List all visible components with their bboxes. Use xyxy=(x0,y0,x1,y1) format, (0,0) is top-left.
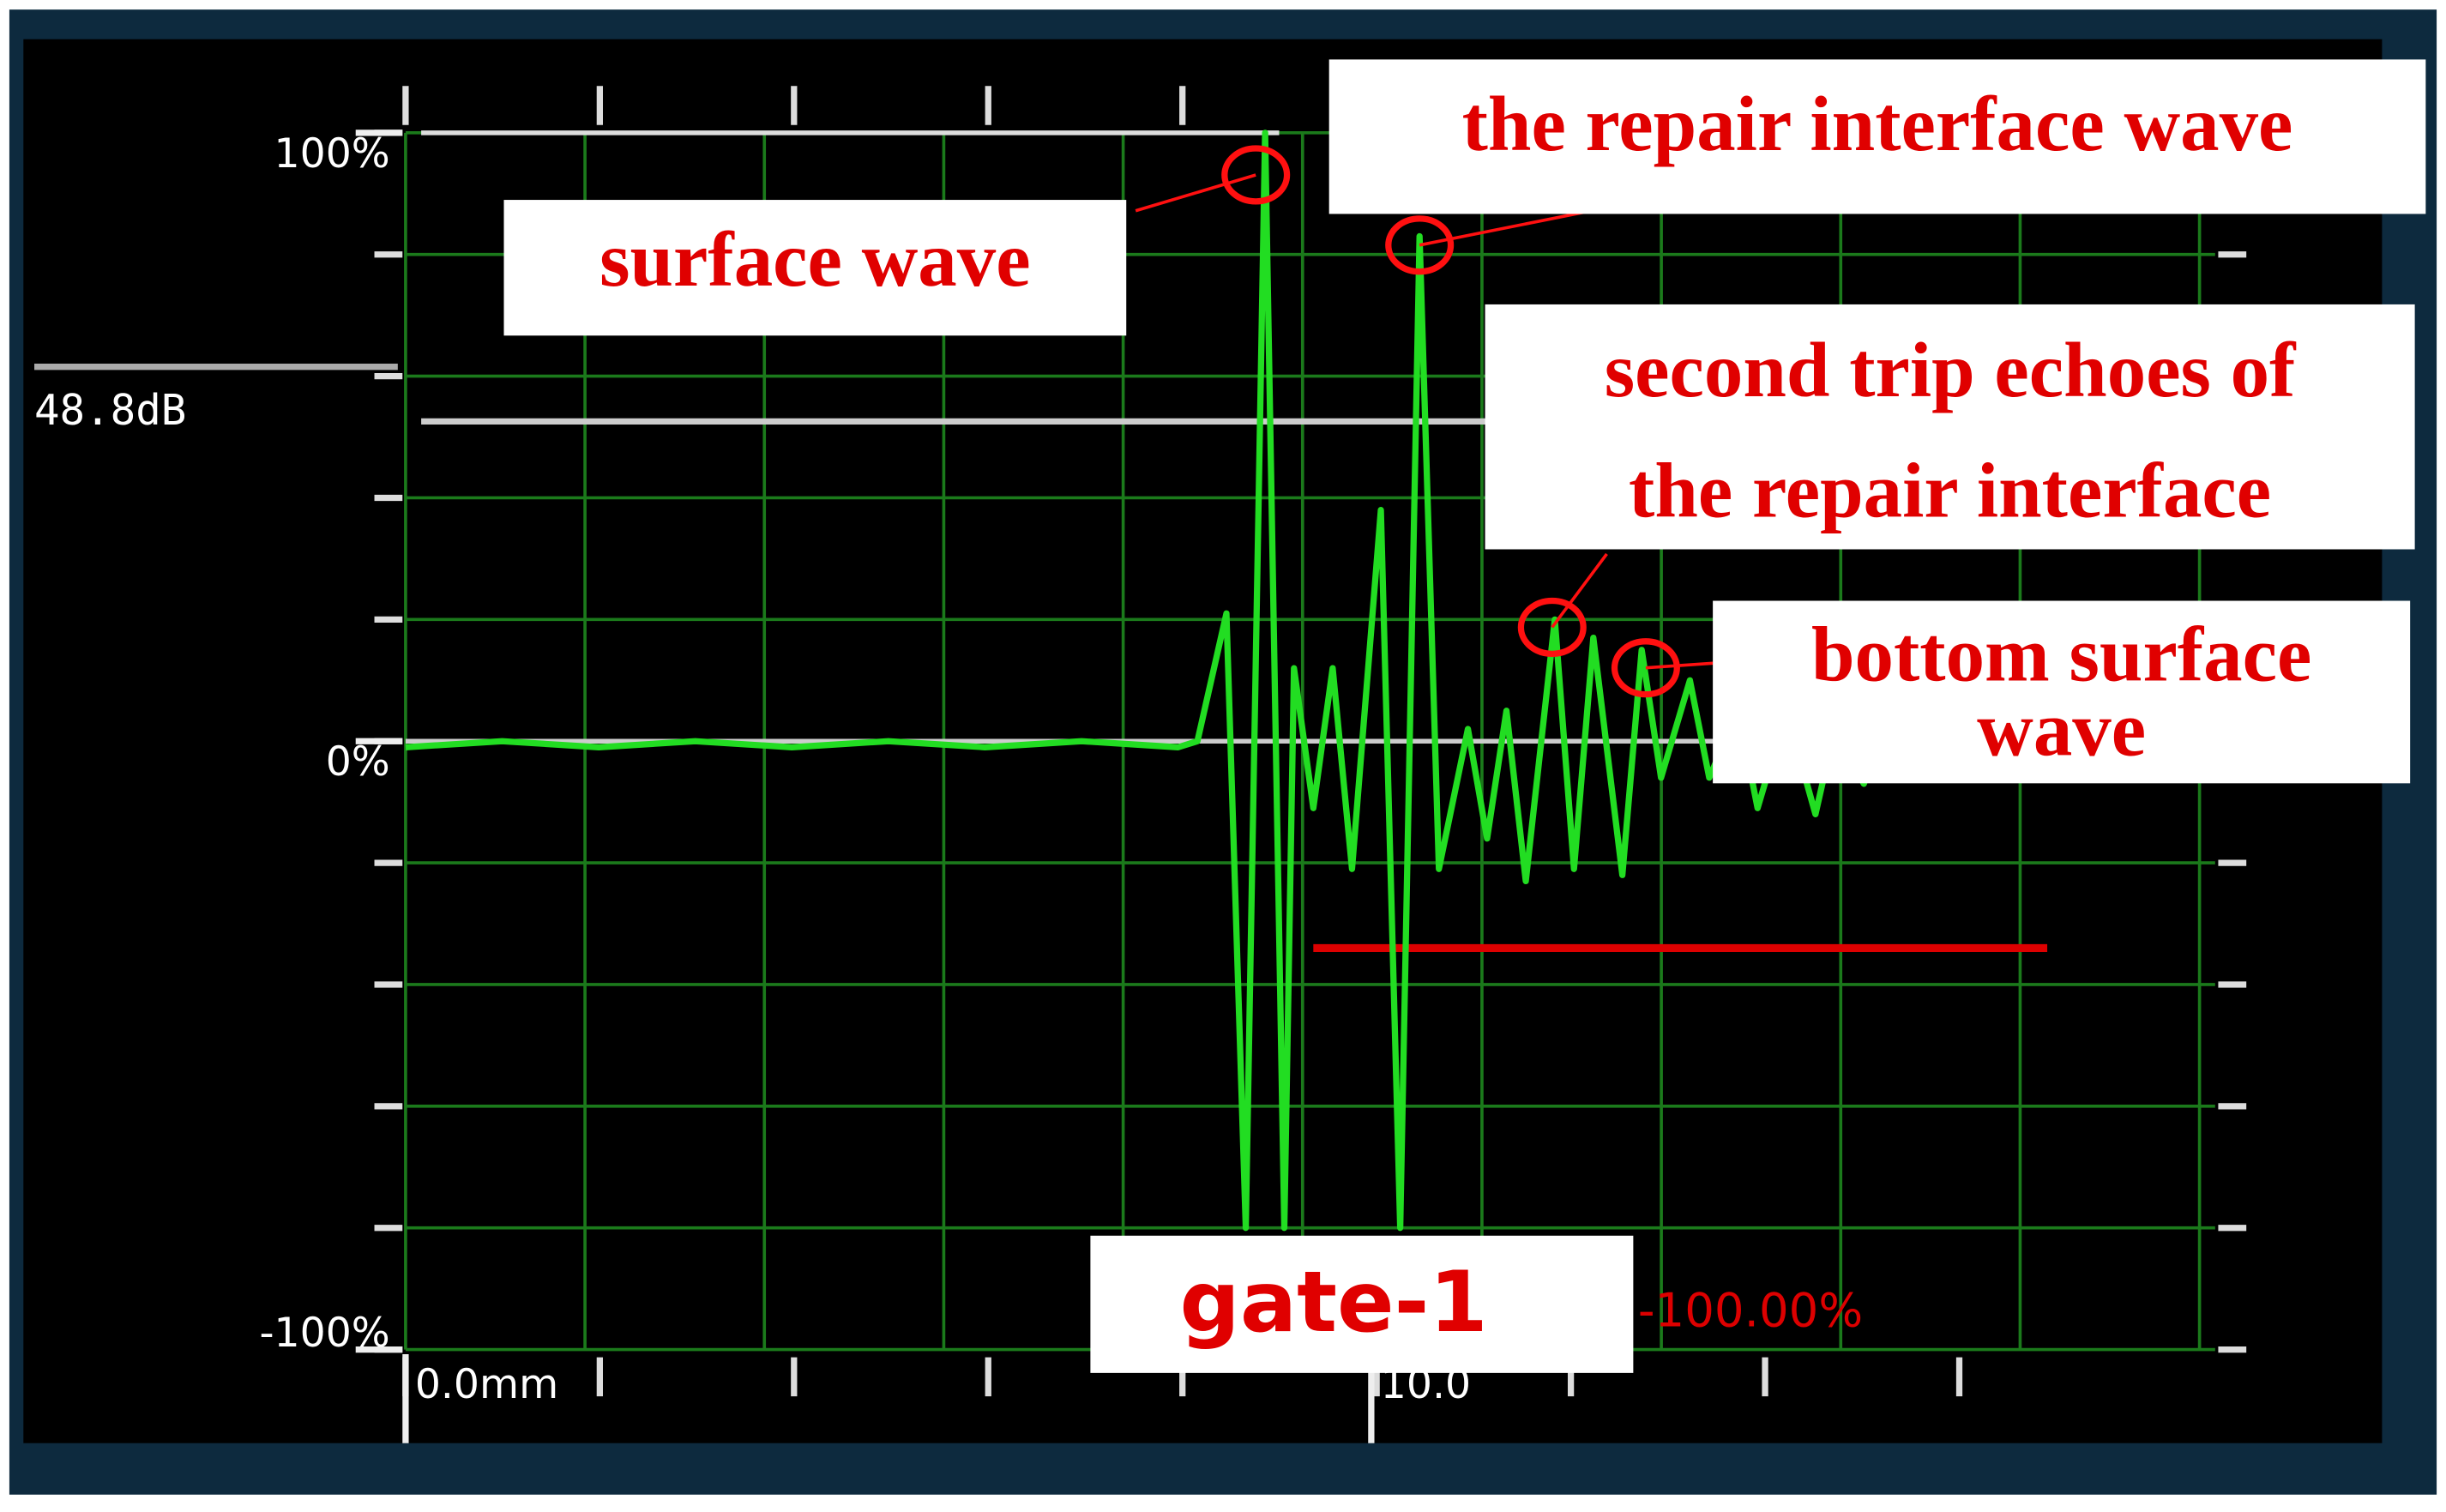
gain-label: 48.8dB xyxy=(34,385,186,435)
x-tick-label: 0.0mm xyxy=(415,1361,558,1408)
y-tick-label: 0% xyxy=(326,738,390,786)
y-tick-label: 100% xyxy=(274,130,390,178)
annotation-box xyxy=(1328,59,2426,214)
annotation-box xyxy=(503,200,1127,336)
annotation-text: bottom surface xyxy=(1811,611,2311,697)
annotation-text: the repair interface xyxy=(1629,447,2271,533)
annotation-text: second trip echoes of xyxy=(1605,327,2297,413)
annotation-text: the repair interface wave xyxy=(1462,81,2293,167)
callout-circle xyxy=(1385,215,1455,275)
callout-circle xyxy=(1517,597,1587,658)
annotation-box xyxy=(1713,600,2411,784)
callout-line xyxy=(1135,173,1256,213)
callout-line xyxy=(1419,209,1592,247)
callout-circle xyxy=(1611,638,1680,698)
gate-readout: -100.00% xyxy=(1638,1282,1863,1337)
annotation-box xyxy=(1485,304,2415,550)
y-tick-label: -100% xyxy=(259,1310,389,1357)
annotation-text: wave xyxy=(1977,686,2146,773)
callout-line xyxy=(1551,552,1608,629)
callout-circle xyxy=(1221,145,1291,205)
annotation-text: surface wave xyxy=(599,216,1031,303)
gate-label: gate-1 xyxy=(1180,1254,1488,1352)
gate-label-box xyxy=(1090,1235,1634,1373)
callout-line xyxy=(1645,661,1714,670)
